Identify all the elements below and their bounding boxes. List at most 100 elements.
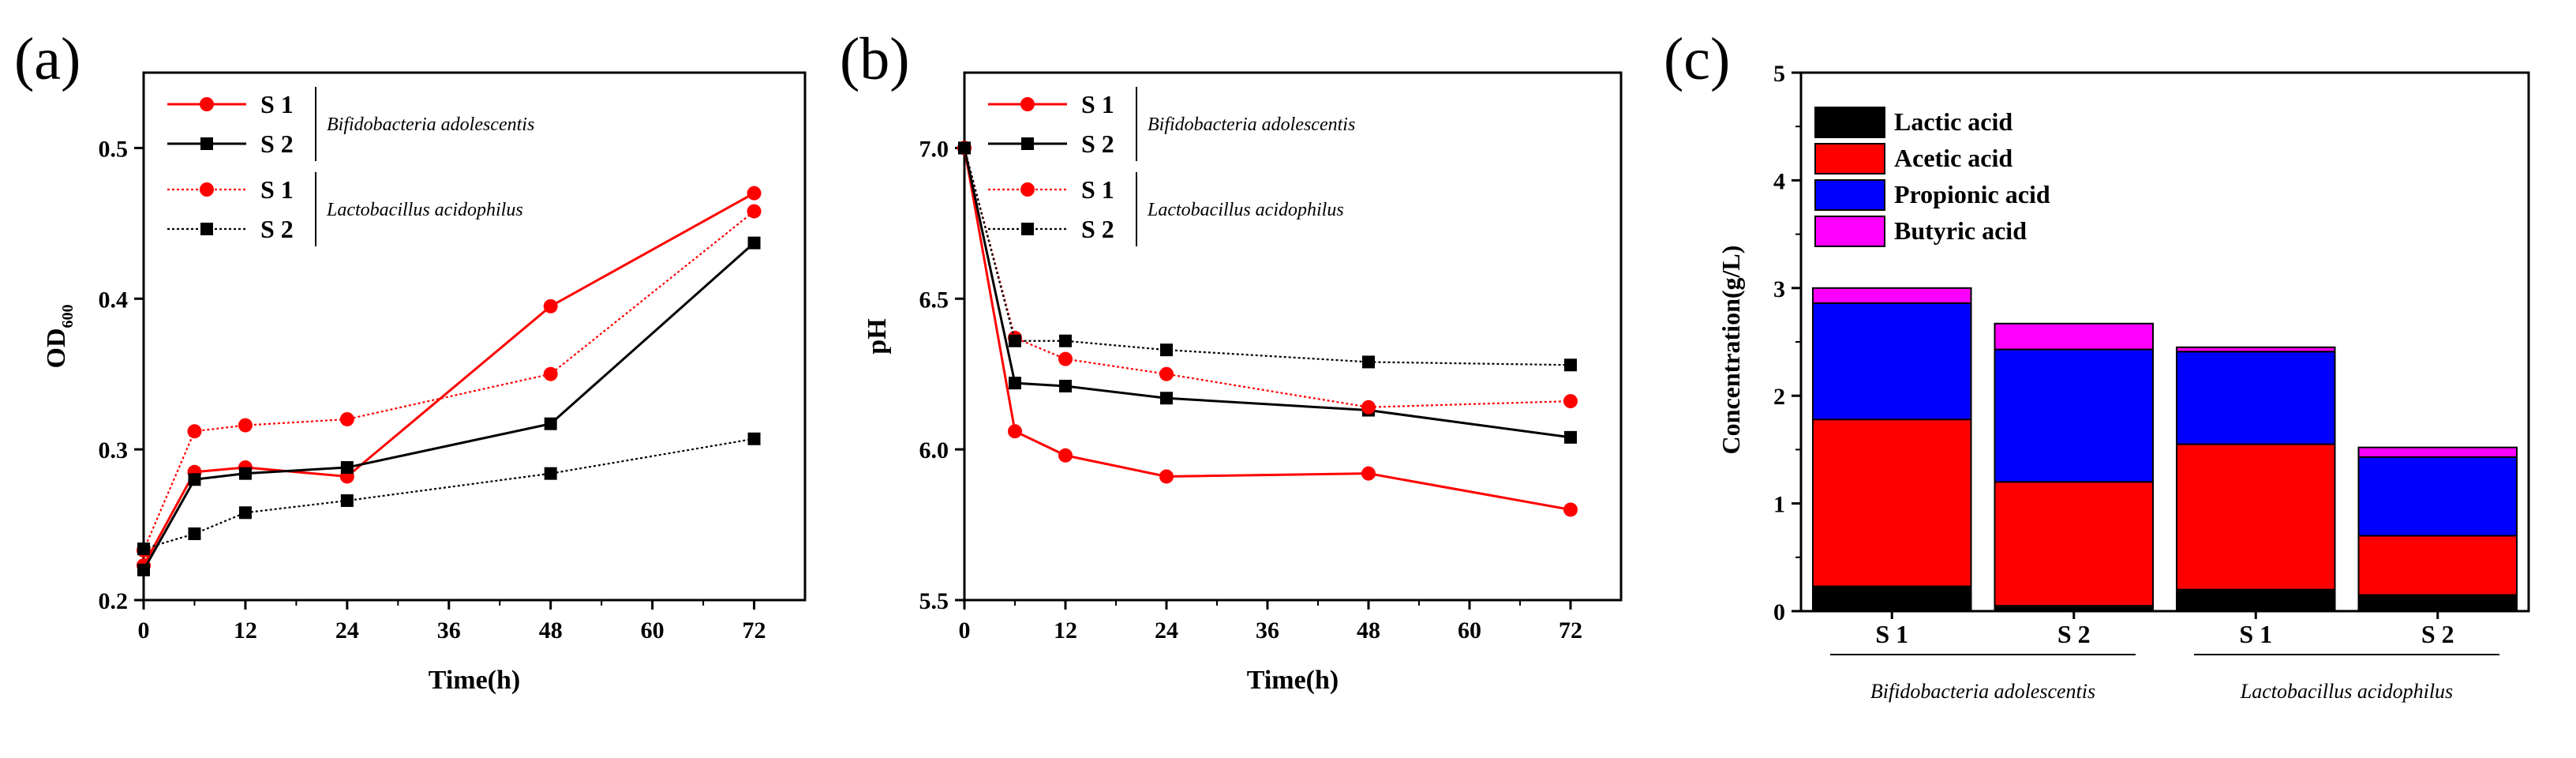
pa-point-2-1: [187, 424, 202, 439]
pb-series-line-3: [963, 148, 1571, 366]
panel-a-label: (a): [14, 26, 80, 92]
pc-legend-label-2: Propionic acid: [1894, 180, 2050, 208]
pa-x-tick-label: 24: [335, 617, 359, 644]
panel-c-label: (c): [1664, 26, 1730, 92]
pc-bar-3-propionic-acid: [2357, 456, 2518, 537]
pa-y-tick-label: 0.4: [99, 287, 129, 313]
pb-legend-marker-1-0: [1020, 182, 1035, 197]
pc-y-tick-label: 1: [1773, 492, 1785, 518]
pb-series-line-2: [963, 148, 1571, 408]
pa-x-axis-label: Time(h): [429, 666, 520, 695]
pb-point-3-5: [1564, 358, 1577, 372]
pa-legend-group-0: Bifidobacteria adolescentis: [327, 114, 534, 135]
pa-legend-marker-0-0: [200, 97, 214, 111]
pa-point-1-2: [238, 467, 252, 480]
pb-point-3-4: [1362, 355, 1375, 369]
pa-series-line-0: [142, 192, 755, 566]
pa-x-tick-label: 48: [539, 617, 563, 644]
pc-y-tick-label: 3: [1773, 276, 1785, 302]
pb-legend-marker-0-0: [1020, 97, 1035, 111]
pa-y-axis-label: OD600: [42, 305, 77, 369]
pc-bar-0-lactic-acid: [1811, 585, 1972, 612]
pc-legend-swatch-3: [1814, 216, 1885, 247]
pb-x-tick-label: 24: [1155, 617, 1178, 644]
pa-point-0-4: [543, 298, 558, 313]
pa-point-1-5: [747, 236, 761, 250]
pb-legend-group-1: Lactobacillus acidophilus: [1147, 200, 1344, 220]
pa-y-tick-label: 0.2: [99, 588, 129, 614]
pb-point-3-1: [1009, 334, 1021, 347]
pb-point-3-0: [958, 141, 971, 155]
pb-x-tick-label: 12: [1054, 617, 1077, 644]
pc-bar-1-propionic-acid: [1994, 348, 2155, 483]
pb-series-line-1: [963, 148, 1571, 439]
pc-group-label-0: Bifidobacteria adolescentis: [1870, 680, 2095, 703]
pb-y-tick-label: 5.5: [919, 588, 949, 614]
pc-bar-2-lactic-acid: [2175, 588, 2336, 612]
pa-series-line-3: [143, 437, 754, 550]
pa-series-line-2: [142, 210, 755, 551]
pb-point-2-5: [1563, 394, 1578, 409]
panel-c-acid-bar-chart: (c) 0 1 2 3 4 5 Concentration(g/L) S 1 S 2 S 1 S 2…: [1664, 26, 2530, 703]
panel-b-label: (b): [840, 26, 910, 92]
pa-point-3-0: [137, 542, 150, 556]
pc-legend-swatch-0: [1814, 107, 1885, 138]
pa-x-tick-label: 36: [437, 617, 461, 644]
pb-series-line-0: [963, 148, 1571, 511]
pb-legend-group-0: Bifidobacteria adolescentis: [1148, 114, 1355, 135]
pb-plot-frame: [963, 71, 1623, 602]
pb-x-tick-label: 48: [1357, 617, 1380, 644]
pa-legend-marker-1-1: [200, 223, 213, 235]
pa-point-0-5: [747, 186, 762, 201]
pb-point-3-2: [1059, 334, 1072, 347]
pb-x-axis-label: Time(h): [1247, 666, 1339, 695]
pa-x-tick-label: 60: [641, 617, 665, 644]
pa-legend-label-0-1: S 2: [260, 129, 294, 158]
pb-point-2-4: [1361, 400, 1376, 415]
pb-point-2-2: [1058, 351, 1073, 366]
pb-x-tick-label: 36: [1256, 617, 1279, 644]
pb-y-tick-label: 6.0: [919, 437, 949, 463]
pb-x-tick-label: 60: [1458, 617, 1481, 644]
pc-y-tick-label: 0: [1773, 599, 1785, 625]
pb-point-0-3: [1159, 469, 1174, 484]
pb-point-1-5: [1564, 430, 1577, 444]
pb-y-axis-label: pH: [863, 318, 892, 354]
pa-point-1-4: [544, 417, 557, 430]
pa-legend-marker-0-1: [200, 137, 213, 150]
pa-plot-frame: [142, 71, 807, 602]
pb-legend-marker-1-1: [1021, 223, 1034, 235]
pa-y-tick-label: 0.5: [99, 136, 129, 162]
pc-legend-swatch-2: [1814, 179, 1885, 211]
pa-legend-label-1-0: S 1: [260, 175, 294, 204]
pc-group-label-1: Lactobacillus acidophilus: [2240, 680, 2453, 703]
pb-point-2-3: [1159, 366, 1174, 381]
pb-point-1-3: [1160, 392, 1173, 405]
pa-point-2-2: [238, 418, 253, 433]
pc-x-tick-label: S 2: [2421, 620, 2454, 648]
pb-legend-label-0-0: S 1: [1081, 90, 1114, 118]
pa-point-2-4: [543, 366, 558, 381]
pc-bar-0-acetic-acid: [1811, 418, 1972, 587]
pb-x-tick-label: 72: [1559, 617, 1582, 644]
pc-bar-3-butyric-acid: [2357, 446, 2518, 458]
pc-bar-2-butyric-acid: [2175, 346, 2336, 353]
pc-bar-0-butyric-acid: [1811, 287, 1972, 304]
pb-point-0-5: [1563, 502, 1578, 517]
pb-legend-label-1-0: S 1: [1081, 175, 1114, 204]
pb-x-tick-label: 0: [959, 617, 971, 644]
pa-point-3-2: [238, 506, 252, 520]
pc-bar-2-acetic-acid: [2175, 443, 2336, 591]
pa-point-3-4: [544, 467, 557, 480]
panel-b-ph-chart: (b) 0 12 24 36 48 60 72 5.5 6.0 6.5 7.0 Time(h) pH S …: [840, 26, 1623, 695]
pa-y-tick-label: 0.3: [99, 437, 129, 463]
pc-y-axis-label: Concentration(g/L): [1717, 246, 1745, 455]
pa-legend-group-1: Lactobacillus acidophilus: [326, 200, 523, 220]
pa-series-line-1: [142, 242, 755, 571]
pb-point-0-1: [1008, 424, 1022, 439]
pa-point-2-3: [339, 411, 354, 426]
pb-y-tick-label: 7.0: [919, 136, 949, 162]
pc-bar-3-acetic-acid: [2357, 535, 2518, 596]
pc-legend-label-1: Acetic acid: [1894, 144, 2012, 172]
